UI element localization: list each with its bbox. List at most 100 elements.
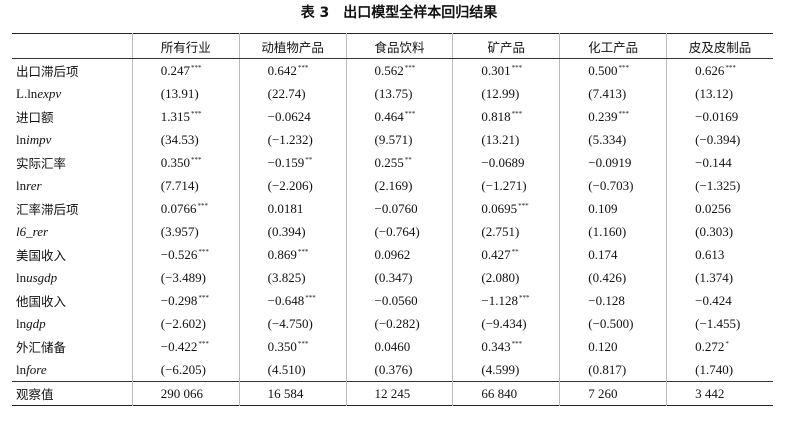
value-cell: (22.74)	[238, 82, 347, 105]
significance: ***	[404, 109, 416, 118]
value-cell: (7.714)	[131, 174, 240, 197]
cell-value: 0.613	[695, 246, 725, 262]
table-row: l6_rer (3.957) (0.394) (−0.764) (2.751) (1.16…	[12, 220, 773, 243]
label-text: ln	[16, 269, 27, 285]
value-cell: (7.413)	[559, 82, 667, 105]
cell-value: (2.169)	[374, 177, 413, 193]
value-cell: (−0.500)	[559, 312, 667, 335]
cell-value: 16 584	[267, 385, 304, 401]
cell-value: (0.426)	[588, 269, 627, 285]
significance: ***	[297, 247, 309, 256]
value-cell: −0.0760	[345, 197, 453, 220]
corner-cell	[12, 33, 133, 59]
value-cell: (13.75)	[345, 82, 453, 105]
cell-value: −0.0624	[267, 108, 311, 124]
cell-value: −0.0689	[481, 154, 525, 170]
cell-value: −0.0169	[695, 108, 739, 124]
value-cell: 0.500***	[559, 58, 667, 82]
value-cell: (2.080)	[452, 266, 560, 289]
value-cell: (0.376)	[345, 358, 453, 382]
cell-value: 0.0181	[267, 200, 304, 216]
label-text: ln	[16, 177, 27, 193]
table-row: lnusgdp (−3.489) (3.825) (0.347) (2.080) (0.4…	[12, 266, 773, 289]
value-cell: (−2.206)	[238, 174, 347, 197]
row-label: l6_rer	[12, 220, 132, 243]
cell-value: (−1.271)	[481, 177, 527, 193]
significance: ***	[297, 339, 309, 348]
value-cell: (0.817)	[559, 358, 667, 382]
value-cell: −0.159**	[238, 151, 347, 174]
table-title: 表 3 出口模型全样本回归结果	[300, 5, 498, 21]
significance: ***	[404, 63, 416, 72]
cell-value: 0.301	[481, 62, 511, 78]
cell-value: (13.21)	[481, 131, 520, 147]
value-cell: 0.272*	[666, 335, 773, 358]
value-cell: 0.0181	[238, 197, 347, 220]
significance: ***	[198, 247, 209, 256]
table-row: 出口滞后项 0.247*** 0.642*** 0.562*** 0.301*** 0.5…	[12, 58, 773, 82]
cell-value: (−6.205)	[160, 361, 207, 377]
table-row: lnfore (−6.205) (4.510) (0.376) (4.599) (0.81…	[12, 358, 773, 382]
value-cell: (−0.764)	[345, 220, 453, 243]
cell-value: −0.128	[588, 292, 625, 308]
value-cell: 7 260	[559, 381, 667, 406]
significance: **	[511, 247, 519, 256]
row-label: lnusgdp	[12, 266, 132, 289]
cell-value: 0.869	[267, 246, 297, 262]
cell-value: 3 442	[695, 385, 725, 401]
value-cell: −0.128	[559, 289, 667, 312]
value-cell: 0.626***	[666, 58, 773, 82]
cell-value: (22.74)	[267, 85, 306, 101]
value-cell: (−0.394)	[666, 128, 773, 151]
value-cell: 16 584	[238, 381, 347, 406]
value-cell: 0.301***	[452, 58, 560, 82]
table-row: 他国收入 −0.298*** −0.648*** −0.0560 −1.128*** −0…	[12, 289, 773, 312]
value-cell: (−1.455)	[666, 312, 773, 335]
value-cell: 0.869***	[238, 243, 347, 266]
value-cell: 0.350***	[131, 151, 240, 174]
value-cell: (12.99)	[452, 82, 560, 105]
cell-value: −0.424	[695, 292, 732, 308]
label-text: ln	[16, 361, 27, 377]
cell-value: (−1.325)	[695, 177, 741, 193]
row-label: lngdp	[12, 312, 132, 335]
value-cell: −0.298***	[131, 289, 240, 312]
significance: **	[404, 155, 412, 164]
value-cell: −1.128***	[452, 289, 560, 312]
significance: ***	[725, 63, 736, 72]
cell-value: 0.255	[374, 154, 404, 170]
table-row: 进口额 1.315*** −0.0624 0.464*** 0.818*** 0.239*…	[12, 105, 773, 128]
cell-value: (−0.282)	[374, 315, 420, 331]
label-text: ln	[16, 131, 27, 147]
value-cell: 0.427**	[452, 243, 560, 266]
table-row: lnrer (7.714) (−2.206) (2.169) (−1.271) (−0.7…	[12, 174, 773, 197]
table-row: 外汇储备 −0.422*** 0.350*** 0.0460 0.343*** 0.120…	[12, 335, 773, 358]
row-label: lnrer	[12, 174, 132, 197]
cell-value: (1.160)	[588, 223, 627, 239]
value-cell: (2.751)	[452, 220, 560, 243]
significance: **	[305, 155, 313, 164]
cell-value: 7 260	[588, 385, 618, 401]
value-cell: (−1.325)	[666, 174, 773, 197]
value-cell: (0.426)	[559, 266, 667, 289]
significance: ***	[511, 339, 523, 348]
row-label: 美国收入	[12, 243, 132, 266]
value-cell: 0.613	[666, 243, 773, 266]
value-cell: 3 442	[666, 381, 773, 406]
label-text: 实际汇率	[16, 156, 67, 171]
value-cell: −0.144	[666, 151, 773, 174]
cell-value: (3.957)	[160, 223, 199, 239]
value-cell: (5.334)	[559, 128, 667, 151]
value-cell: 0.818***	[452, 105, 560, 128]
value-cell: (9.571)	[345, 128, 453, 151]
significance: ***	[197, 201, 209, 210]
value-cell: (3.825)	[238, 266, 347, 289]
value-cell: 1.315***	[131, 105, 240, 128]
significance: ***	[191, 109, 202, 118]
value-cell: (−6.205)	[131, 358, 240, 382]
regression-table: 所有行业 动植物产品 食品饮料 矿产品 化工产品 皮及皮制品 出口滞后项 0.247*** 0.…	[12, 33, 773, 406]
cell-value: (7.714)	[160, 177, 199, 193]
label-italic: impv	[26, 131, 52, 147]
table-row: 美国收入 −0.526*** 0.869*** 0.0962 0.427** 0.174 0…	[12, 243, 773, 266]
